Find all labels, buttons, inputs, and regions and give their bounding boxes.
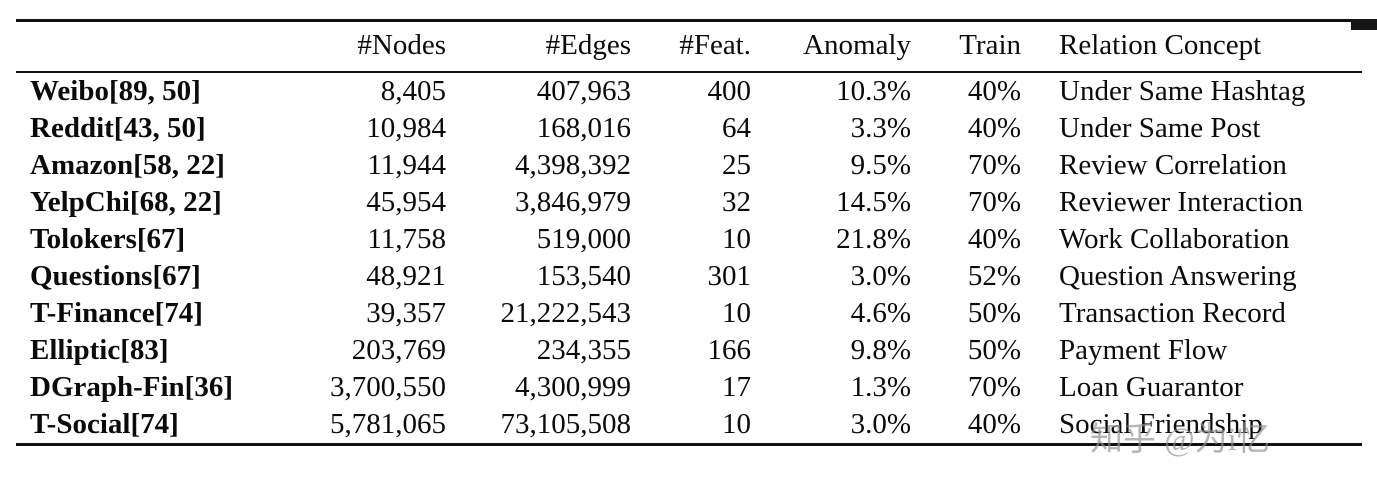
cell-feat: 64: [722, 112, 751, 144]
table-row: T-Social[74] 5,781,065 73,105,508 10 3.0% 40%…: [16, 406, 1362, 445]
cell-edges: 234,355: [536, 334, 631, 366]
table-row: DGraph-Fin[36] 3,700,550 4,300,999 17 1.3% 70…: [16, 369, 1362, 406]
cell-relation-concept: Transaction Record: [1059, 297, 1286, 329]
cell-anomaly: 3.3%: [850, 112, 911, 144]
header-anomaly: Anomaly: [751, 20, 911, 73]
cell-name: T-Social[74]: [30, 408, 179, 440]
table-row: YelpChi[68, 22] 45,954 3,846,979 32 14.5% 70%…: [16, 184, 1362, 221]
cell-name: Amazon[58, 22]: [30, 149, 225, 181]
table-body: Weibo[89, 50] 8,405 407,963 400 10.3% 40% Unde…: [16, 72, 1362, 445]
cell-edges: 73,105,508: [500, 408, 632, 440]
table-row: T-Finance[74] 39,357 21,222,543 10 4.6% 50% Tr…: [16, 295, 1362, 332]
header-feat: #Feat.: [631, 20, 751, 73]
cell-anomaly: 21.8%: [836, 223, 911, 255]
cell-anomaly: 14.5%: [836, 186, 911, 218]
header-relation-concept: Relation Concept: [1021, 20, 1362, 73]
cell-train: 40%: [967, 112, 1021, 144]
dataset-statistics-table: #Nodes #Edges #Feat. Anomaly Train Relation C…: [16, 19, 1362, 446]
cell-name: YelpChi[68, 22]: [30, 186, 222, 218]
cell-train: 50%: [967, 334, 1021, 366]
cell-nodes: 203,769: [351, 334, 446, 366]
cell-anomaly: 9.8%: [850, 334, 911, 366]
table-header-row: #Nodes #Edges #Feat. Anomaly Train Relation C…: [16, 20, 1362, 73]
header-blank: [16, 20, 296, 73]
table-row: Questions[67] 48,921 153,540 301 3.0% 52% Ques…: [16, 258, 1362, 295]
cell-feat: 25: [722, 149, 751, 181]
cell-nodes: 3,700,550: [330, 371, 446, 403]
cell-train: 70%: [967, 149, 1021, 181]
cell-train: 70%: [967, 371, 1021, 403]
cell-name: Questions[67]: [30, 260, 201, 292]
cell-nodes: 8,405: [380, 75, 446, 107]
cell-train: 40%: [967, 223, 1021, 255]
watermark: 知乎 @为i忆: [1090, 422, 1270, 458]
cell-relation-concept: Loan Guarantor: [1059, 371, 1244, 403]
table-row: Reddit[43, 50] 10,984 168,016 64 3.3% 40% Unde…: [16, 110, 1362, 147]
cell-feat: 301: [707, 260, 752, 292]
header-nodes: #Nodes: [296, 20, 446, 73]
cell-name: Reddit[43, 50]: [30, 112, 206, 144]
paper-table-page: #Nodes #Edges #Feat. Anomaly Train Relation C…: [0, 19, 1377, 458]
cell-edges: 4,300,999: [515, 371, 631, 403]
cell-nodes: 48,921: [366, 260, 446, 292]
cell-nodes: 11,944: [367, 149, 446, 181]
cell-feat: 10: [722, 223, 751, 255]
cell-anomaly: 1.3%: [850, 371, 911, 403]
header-edges: #Edges: [446, 20, 631, 73]
cell-edges: 3,846,979: [515, 186, 631, 218]
cell-feat: 10: [722, 297, 751, 329]
cell-edges: 407,963: [536, 75, 631, 107]
cell-name: T-Finance[74]: [30, 297, 203, 329]
cell-relation-concept: Under Same Hashtag: [1059, 75, 1306, 107]
cell-nodes: 10,984: [366, 112, 446, 144]
cell-nodes: 11,758: [367, 223, 446, 255]
cell-train: 50%: [967, 297, 1021, 329]
cell-train: 40%: [967, 75, 1021, 107]
header-train: Train: [911, 20, 1021, 73]
cell-anomaly: 4.6%: [850, 297, 911, 329]
cell-name: Tolokers[67]: [30, 223, 186, 255]
table-row: Weibo[89, 50] 8,405 407,963 400 10.3% 40% Unde…: [16, 72, 1362, 110]
corner-artifact: [1351, 19, 1377, 30]
cell-name: DGraph-Fin[36]: [30, 371, 233, 403]
cell-relation-concept: Question Answering: [1059, 260, 1297, 292]
cell-nodes: 5,781,065: [330, 408, 446, 440]
table-row: Amazon[58, 22] 11,944 4,398,392 25 9.5% 70% Re…: [16, 147, 1362, 184]
cell-feat: 166: [707, 334, 752, 366]
cell-anomaly: 10.3%: [836, 75, 911, 107]
cell-edges: 21,222,543: [500, 297, 632, 329]
cell-train: 52%: [967, 260, 1021, 292]
cell-feat: 400: [707, 75, 752, 107]
cell-edges: 4,398,392: [515, 149, 631, 181]
cell-feat: 17: [722, 371, 751, 403]
cell-anomaly: 9.5%: [850, 149, 911, 181]
cell-feat: 10: [722, 408, 751, 440]
cell-relation-concept: Reviewer Interaction: [1059, 186, 1303, 218]
cell-feat: 32: [722, 186, 751, 218]
cell-edges: 519,000: [536, 223, 631, 255]
cell-relation-concept: Review Correlation: [1059, 149, 1287, 181]
cell-nodes: 39,357: [366, 297, 446, 329]
table-row: Tolokers[67] 11,758 519,000 10 21.8% 40% Work …: [16, 221, 1362, 258]
table-row: Elliptic[83] 203,769 234,355 166 9.8% 50% Paym…: [16, 332, 1362, 369]
cell-train: 40%: [967, 408, 1021, 440]
cell-anomaly: 3.0%: [850, 408, 911, 440]
cell-edges: 168,016: [536, 112, 631, 144]
cell-name: Elliptic[83]: [30, 334, 169, 366]
cell-relation-concept: Social Friendship: [1059, 408, 1263, 440]
cell-nodes: 45,954: [366, 186, 446, 218]
cell-edges: 153,540: [536, 260, 631, 292]
cell-relation-concept: Under Same Post: [1059, 112, 1261, 144]
cell-relation-concept: Work Collaboration: [1059, 223, 1290, 255]
cell-name: Weibo[89, 50]: [30, 75, 201, 107]
cell-train: 70%: [967, 186, 1021, 218]
cell-relation-concept: Payment Flow: [1059, 334, 1228, 366]
cell-anomaly: 3.0%: [850, 260, 911, 292]
